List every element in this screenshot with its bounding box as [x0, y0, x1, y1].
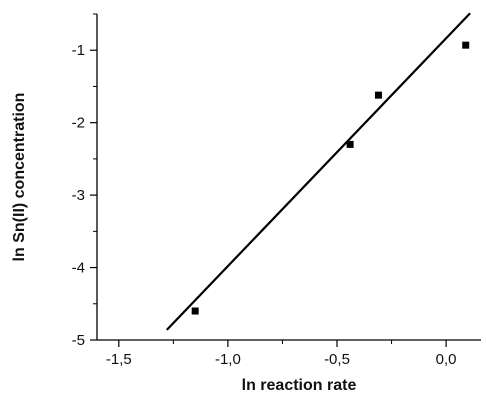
y-tick-label: -4: [72, 260, 85, 277]
y-axis-title: ln Sn(II) concentration: [11, 93, 28, 262]
x-axis-title: ln reaction rate: [242, 377, 357, 394]
axes: [96, 14, 481, 341]
y-tick-label: -1: [72, 42, 85, 59]
tick-marks: [90, 13, 447, 347]
y-tick-label: -3: [72, 187, 85, 204]
data-points: [191, 41, 470, 315]
data-point: [374, 91, 382, 99]
x-tick-label: 0,0: [436, 351, 457, 368]
y-tick-label: -5: [72, 332, 85, 349]
y-tick-label: -2: [72, 115, 85, 132]
tick-labels: -1,5 -1,0 -0,5 0,0 -5 -4 -3 -2 -1: [72, 42, 457, 368]
data-point: [346, 140, 354, 148]
x-tick-label: -0,5: [324, 351, 350, 368]
x-tick-label: -1,0: [215, 351, 241, 368]
fit-line: [166, 12, 471, 331]
data-point: [462, 41, 470, 49]
x-tick-label: -1,5: [106, 351, 132, 368]
data-point: [191, 307, 199, 315]
